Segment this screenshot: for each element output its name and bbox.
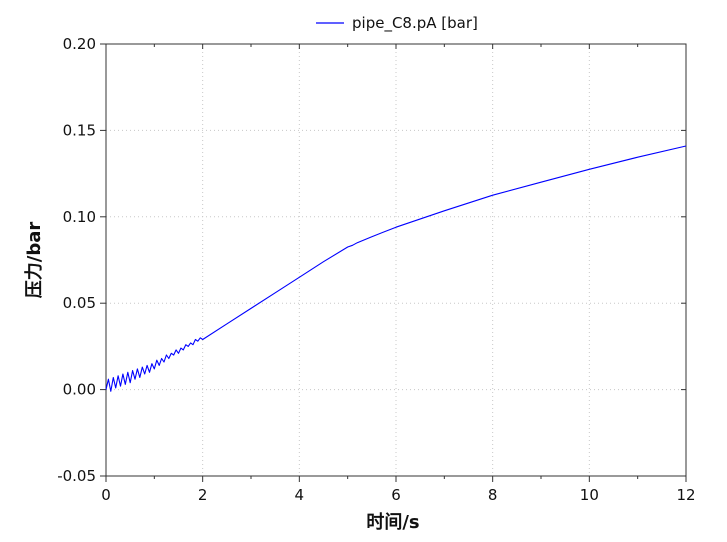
x-tick-label: 10	[580, 486, 599, 504]
series-lines	[105, 145, 687, 392]
y-tick-label: -0.05	[57, 467, 96, 485]
grid	[105, 43, 687, 477]
y-axis-title: 压力/bar	[24, 222, 45, 299]
y-tick-label: 0.20	[63, 35, 96, 53]
series-line-pipe-c8-pa	[105, 145, 687, 392]
x-axis-title: 时间/s	[366, 512, 419, 533]
x-tick-label: 12	[676, 486, 695, 504]
x-tick-label: 8	[488, 486, 498, 504]
tick-labels: 0 2 4 6 8 10 12 -0.05 0.00 0.05 0.10 0.15 0.20	[57, 35, 695, 504]
x-tick-label: 6	[391, 486, 401, 504]
y-tick-label: 0.00	[63, 381, 96, 399]
y-tick-label: 0.05	[63, 294, 96, 312]
x-tick-label: 2	[198, 486, 208, 504]
y-tick-label: 0.15	[63, 121, 96, 139]
legend-label: pipe_C8.pA [bar]	[352, 14, 478, 33]
y-tick-label: 0.10	[63, 208, 96, 226]
x-tick-label: 4	[295, 486, 305, 504]
legend: pipe_C8.pA [bar]	[316, 14, 478, 33]
x-tick-label: 0	[101, 486, 111, 504]
axis-ticks	[100, 43, 687, 482]
